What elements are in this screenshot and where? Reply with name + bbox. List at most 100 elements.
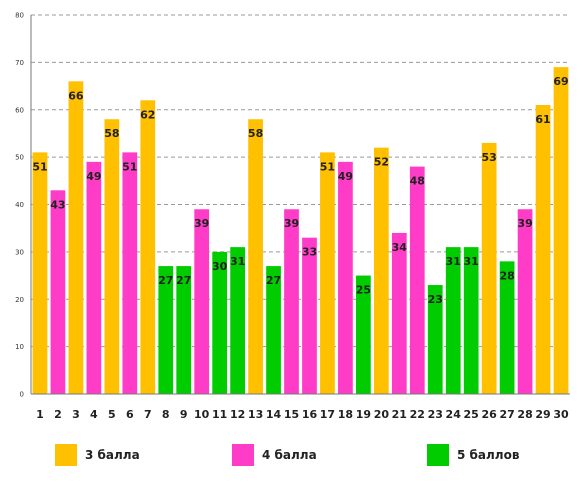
- legend-label-5: 5 баллов: [457, 448, 520, 462]
- data-label: 49: [86, 170, 101, 183]
- data-label: 28: [499, 269, 514, 282]
- data-label: 49: [338, 170, 353, 183]
- x-tick-label: 11: [212, 408, 227, 421]
- x-tick-label: 7: [144, 408, 152, 421]
- x-tick-label: 24: [446, 408, 462, 421]
- x-tick-label: 18: [338, 408, 353, 421]
- bar: [140, 100, 156, 395]
- x-tick-label: 12: [230, 408, 245, 421]
- bar: [32, 152, 48, 394]
- bar: [481, 142, 497, 394]
- bar: [230, 247, 245, 394]
- x-tick-label: 9: [180, 408, 188, 421]
- x-tick-label: 28: [517, 408, 532, 421]
- grid-lines: [31, 14, 570, 348]
- legend: 3 балла 4 балла 5 баллов: [0, 444, 584, 474]
- x-tick-label: 30: [553, 408, 569, 421]
- y-tick-label: 60: [15, 106, 24, 114]
- data-label: 58: [104, 127, 119, 140]
- y-tick-label: 30: [15, 248, 24, 256]
- legend-item-3: 3 балла: [55, 444, 140, 466]
- data-label: 69: [553, 75, 568, 88]
- x-tick-label: 23: [428, 408, 443, 421]
- data-label: 51: [122, 160, 137, 173]
- data-label: 27: [158, 274, 173, 287]
- bar: [158, 266, 174, 394]
- y-tick-label: 70: [15, 59, 24, 67]
- data-label: 33: [302, 246, 317, 259]
- x-tick-label: 16: [302, 408, 318, 421]
- x-tick-label: 5: [108, 408, 116, 421]
- x-tick-label: 27: [499, 408, 514, 421]
- bar: [212, 251, 228, 394]
- data-label: 53: [481, 151, 496, 164]
- data-label: 25: [356, 284, 371, 297]
- x-tick-label: 8: [162, 408, 170, 421]
- bar: [553, 67, 569, 395]
- data-label: 61: [535, 113, 550, 126]
- x-tick-label: 6: [126, 408, 134, 421]
- y-tick-label: 0: [20, 391, 24, 399]
- bar: [445, 247, 461, 394]
- x-tick-label: 10: [194, 408, 210, 421]
- bar: [338, 161, 353, 394]
- x-tick-label: 2: [54, 408, 62, 421]
- legend-label-3: 3 балла: [85, 448, 140, 462]
- y-tick-label: 10: [15, 343, 24, 351]
- data-label: 62: [140, 108, 155, 121]
- bar: [320, 152, 335, 394]
- data-label: 31: [464, 255, 479, 268]
- legend-item-4: 4 балла: [232, 444, 317, 466]
- bar: [302, 237, 317, 394]
- bar: [86, 161, 102, 394]
- bar: [463, 247, 479, 394]
- x-tick-label: 21: [392, 408, 407, 421]
- x-tick-label: 29: [535, 408, 550, 421]
- x-tick-label: 20: [374, 408, 390, 421]
- x-tick-label: 1: [36, 408, 44, 421]
- data-label: 39: [284, 217, 299, 230]
- bar: [266, 266, 281, 394]
- data-label: 27: [176, 274, 191, 287]
- data-label: 27: [266, 274, 281, 287]
- legend-swatch-3: [55, 444, 77, 466]
- data-label: 30: [212, 260, 228, 273]
- x-tick-label: 25: [464, 408, 479, 421]
- x-tick-label: 17: [320, 408, 335, 421]
- data-label: 31: [446, 255, 461, 268]
- x-tick-label: 14: [266, 408, 282, 421]
- data-label: 66: [68, 89, 84, 102]
- x-tick-label: 3: [72, 408, 80, 421]
- x-tick-label: 26: [481, 408, 497, 421]
- bar: [356, 275, 371, 394]
- bar: [409, 166, 425, 394]
- bar: [517, 209, 533, 394]
- bars: [32, 67, 569, 395]
- x-axis-ticks: 1 2 3 4 5 6 7 8 9 10 11 12 13 14 15 16 17 18 19 20 21 22 23 24 2…: [36, 408, 569, 421]
- data-label: 39: [517, 217, 532, 230]
- bar: [194, 209, 210, 394]
- data-label: 52: [374, 156, 389, 169]
- data-label: 34: [392, 241, 408, 254]
- bar: [248, 119, 263, 394]
- data-label: 23: [428, 293, 443, 306]
- bar: [499, 261, 515, 394]
- bar: [50, 190, 66, 394]
- x-tick-label: 4: [90, 408, 98, 421]
- bar: [68, 81, 84, 394]
- y-tick-label: 40: [15, 201, 24, 209]
- bar: [284, 209, 299, 394]
- data-label: 51: [320, 160, 335, 173]
- bar: [391, 232, 407, 394]
- bar: [176, 266, 192, 394]
- x-tick-label: 15: [284, 408, 299, 421]
- data-label: 48: [410, 175, 425, 188]
- y-tick-label: 80: [15, 12, 24, 20]
- legend-item-5: 5 баллов: [427, 444, 519, 466]
- data-label: 43: [50, 198, 65, 211]
- bar: [535, 105, 551, 394]
- data-label: 31: [230, 255, 245, 268]
- legend-swatch-4: [232, 444, 254, 466]
